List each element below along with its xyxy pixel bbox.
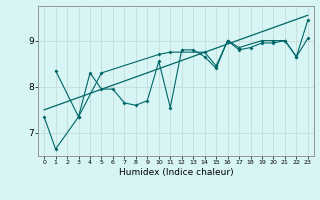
X-axis label: Humidex (Indice chaleur): Humidex (Indice chaleur): [119, 168, 233, 177]
